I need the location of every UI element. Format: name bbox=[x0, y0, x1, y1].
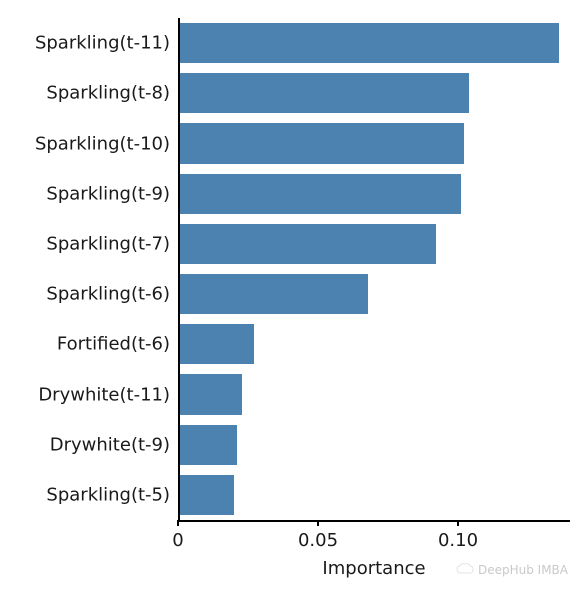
xtick-label: 0.05 bbox=[298, 530, 338, 551]
x-axis-label: Importance bbox=[322, 558, 425, 579]
x-axis-spine bbox=[178, 520, 570, 522]
feature-importance-chart: Sparkling(t-11) Sparkling(t-8) Sparkling(t… bbox=[0, 0, 586, 590]
xtick-mark bbox=[317, 520, 319, 526]
xtick-mark bbox=[457, 520, 459, 526]
ytick-label: Sparkling(t-5) bbox=[46, 484, 170, 505]
cloud-icon bbox=[456, 563, 474, 578]
watermark: DeepHub IMBA bbox=[456, 563, 568, 578]
xtick-label: 0 bbox=[172, 530, 183, 551]
bar bbox=[178, 324, 254, 364]
bar bbox=[178, 123, 464, 163]
bar bbox=[178, 174, 461, 214]
bar bbox=[178, 475, 234, 515]
ytick-label: Sparkling(t-11) bbox=[35, 33, 170, 54]
ytick-label: Drywhite(t-9) bbox=[50, 434, 170, 455]
bar bbox=[178, 274, 368, 314]
bar bbox=[178, 425, 237, 465]
ytick-label: Sparkling(t-6) bbox=[46, 284, 170, 305]
xtick-label: 0.10 bbox=[438, 530, 478, 551]
ytick-label: Sparkling(t-8) bbox=[46, 83, 170, 104]
bar bbox=[178, 224, 436, 264]
xtick-mark bbox=[177, 520, 179, 526]
bar bbox=[178, 374, 242, 414]
plot-area bbox=[178, 18, 570, 520]
ytick-label: Sparkling(t-10) bbox=[35, 133, 170, 154]
bar bbox=[178, 73, 469, 113]
ytick-label: Fortified(t-6) bbox=[57, 334, 170, 355]
ytick-label: Sparkling(t-9) bbox=[46, 183, 170, 204]
y-axis-spine bbox=[178, 18, 180, 520]
ytick-label: Sparkling(t-7) bbox=[46, 233, 170, 254]
bar bbox=[178, 23, 559, 63]
ytick-label: Drywhite(t-11) bbox=[38, 384, 170, 405]
watermark-text: DeepHub IMBA bbox=[478, 563, 568, 577]
